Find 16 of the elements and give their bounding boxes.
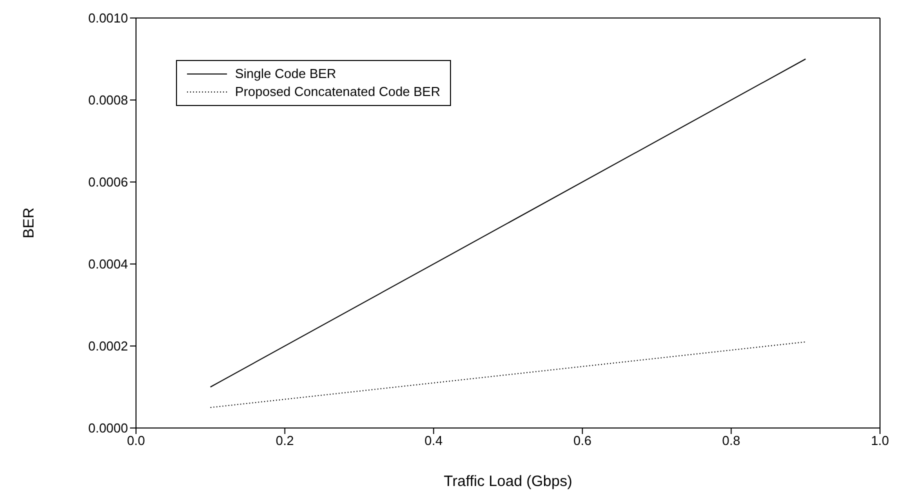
- y-tick-label: 0.0008: [88, 92, 128, 108]
- y-tick-label: 0.0006: [88, 174, 128, 190]
- x-tick-label: 0.2: [276, 433, 294, 448]
- y-tick-label: 0.0002: [88, 338, 128, 354]
- y-axis-title: BER: [20, 207, 38, 238]
- y-tick-label: 0.0010: [88, 10, 128, 26]
- x-tick-label: 0.6: [573, 433, 592, 448]
- x-axis-title: Traffic Load (Gbps): [444, 473, 572, 490]
- x-tick-label: 0.8: [722, 433, 740, 448]
- y-tick-label: 0.0004: [88, 256, 128, 272]
- legend-label: Single Code BER: [235, 65, 336, 83]
- legend-label: Proposed Concatenated Code BER: [235, 83, 440, 101]
- y-tick-label: 0.0000: [88, 420, 128, 436]
- x-tick-label: 1.0: [870, 433, 890, 448]
- x-tick-label: 0.0: [126, 433, 146, 448]
- x-tick-label: 0.4: [424, 433, 443, 448]
